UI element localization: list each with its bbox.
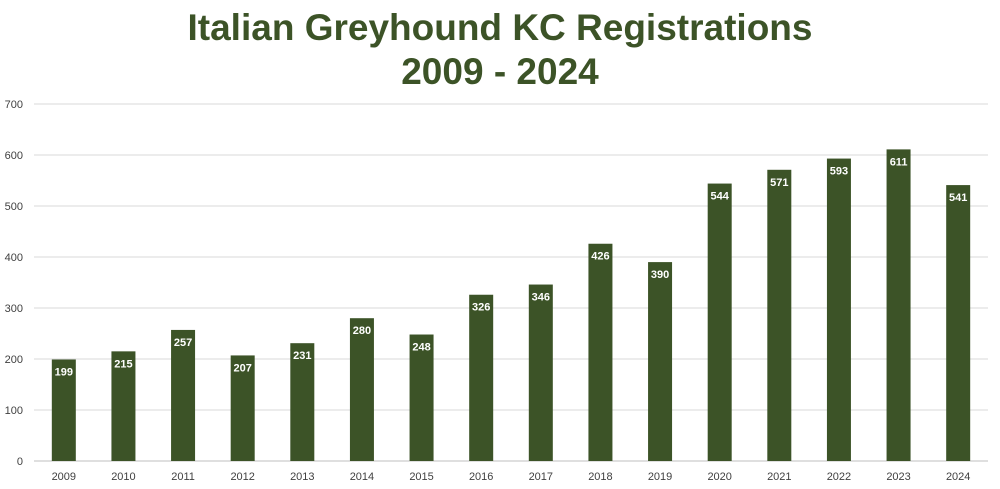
data-label: 611 xyxy=(890,156,908,168)
x-tick-label: 2024 xyxy=(946,471,970,483)
bar xyxy=(886,149,911,461)
x-tick-label: 2018 xyxy=(588,471,612,483)
x-tick-label: 2012 xyxy=(230,471,254,483)
y-tick-label: 0 xyxy=(17,456,23,468)
x-tick-label: 2021 xyxy=(767,471,791,483)
x-tick-label: 2022 xyxy=(827,471,851,483)
data-label: 326 xyxy=(472,302,490,314)
bar xyxy=(528,284,553,461)
data-label: 346 xyxy=(532,292,550,304)
data-label: 390 xyxy=(651,269,669,281)
y-axis-ticks: 0 100 200 300 400 500 600 700 xyxy=(5,99,23,468)
x-tick-label: 2016 xyxy=(469,471,493,483)
bar xyxy=(290,343,315,461)
y-tick-label: 400 xyxy=(5,252,23,264)
data-label: 280 xyxy=(353,325,371,337)
data-label: 257 xyxy=(174,337,192,349)
data-label: 248 xyxy=(412,342,430,354)
x-tick-label: 2013 xyxy=(290,471,314,483)
x-tick-label: 2020 xyxy=(707,471,731,483)
bar xyxy=(349,318,374,461)
data-label: 593 xyxy=(830,166,848,178)
bar xyxy=(946,185,971,461)
x-tick-label: 2010 xyxy=(111,471,135,483)
bar xyxy=(51,359,76,461)
bar xyxy=(230,355,255,461)
x-tick-label: 2009 xyxy=(52,471,76,483)
bar xyxy=(469,294,494,461)
bar xyxy=(409,334,434,461)
x-tick-label: 2014 xyxy=(350,471,374,483)
x-tick-label: 2011 xyxy=(171,471,195,483)
data-label: 207 xyxy=(234,362,252,374)
x-tick-label: 2023 xyxy=(886,471,910,483)
bars xyxy=(51,149,971,462)
x-tick-label: 2015 xyxy=(409,471,433,483)
data-label: 571 xyxy=(770,177,788,189)
data-label: 541 xyxy=(949,192,967,204)
y-tick-label: 600 xyxy=(5,150,23,162)
bar xyxy=(111,351,136,461)
bar xyxy=(767,169,792,462)
data-label: 544 xyxy=(711,191,730,203)
bar xyxy=(707,183,732,461)
y-tick-label: 100 xyxy=(5,405,23,417)
x-tick-label: 2019 xyxy=(648,471,672,483)
data-label: 199 xyxy=(55,367,73,379)
chart-title: Italian Greyhound KC Registrations 2009 … xyxy=(0,6,1000,94)
bar xyxy=(171,329,196,461)
x-axis-ticks: 2009 2010 2011 2012 2013 2014 2015 2016 2017 2018… xyxy=(52,471,971,483)
data-label: 215 xyxy=(114,358,132,370)
bar xyxy=(648,262,673,461)
y-tick-label: 700 xyxy=(5,99,23,111)
chart-title-line-2: 2009 - 2024 xyxy=(401,51,599,92)
bar xyxy=(588,243,613,461)
y-tick-label: 300 xyxy=(5,303,23,315)
y-tick-label: 500 xyxy=(5,201,23,213)
bar xyxy=(826,158,851,461)
data-labels: 199 215 257 207 231 280 248 326 346 426 390 544 571 5… xyxy=(55,156,968,378)
y-tick-label: 200 xyxy=(5,354,23,366)
data-label: 231 xyxy=(293,350,311,362)
x-tick-label: 2017 xyxy=(529,471,553,483)
data-label: 426 xyxy=(591,251,609,263)
chart-title-line-1: Italian Greyhound KC Registrations xyxy=(187,7,813,48)
